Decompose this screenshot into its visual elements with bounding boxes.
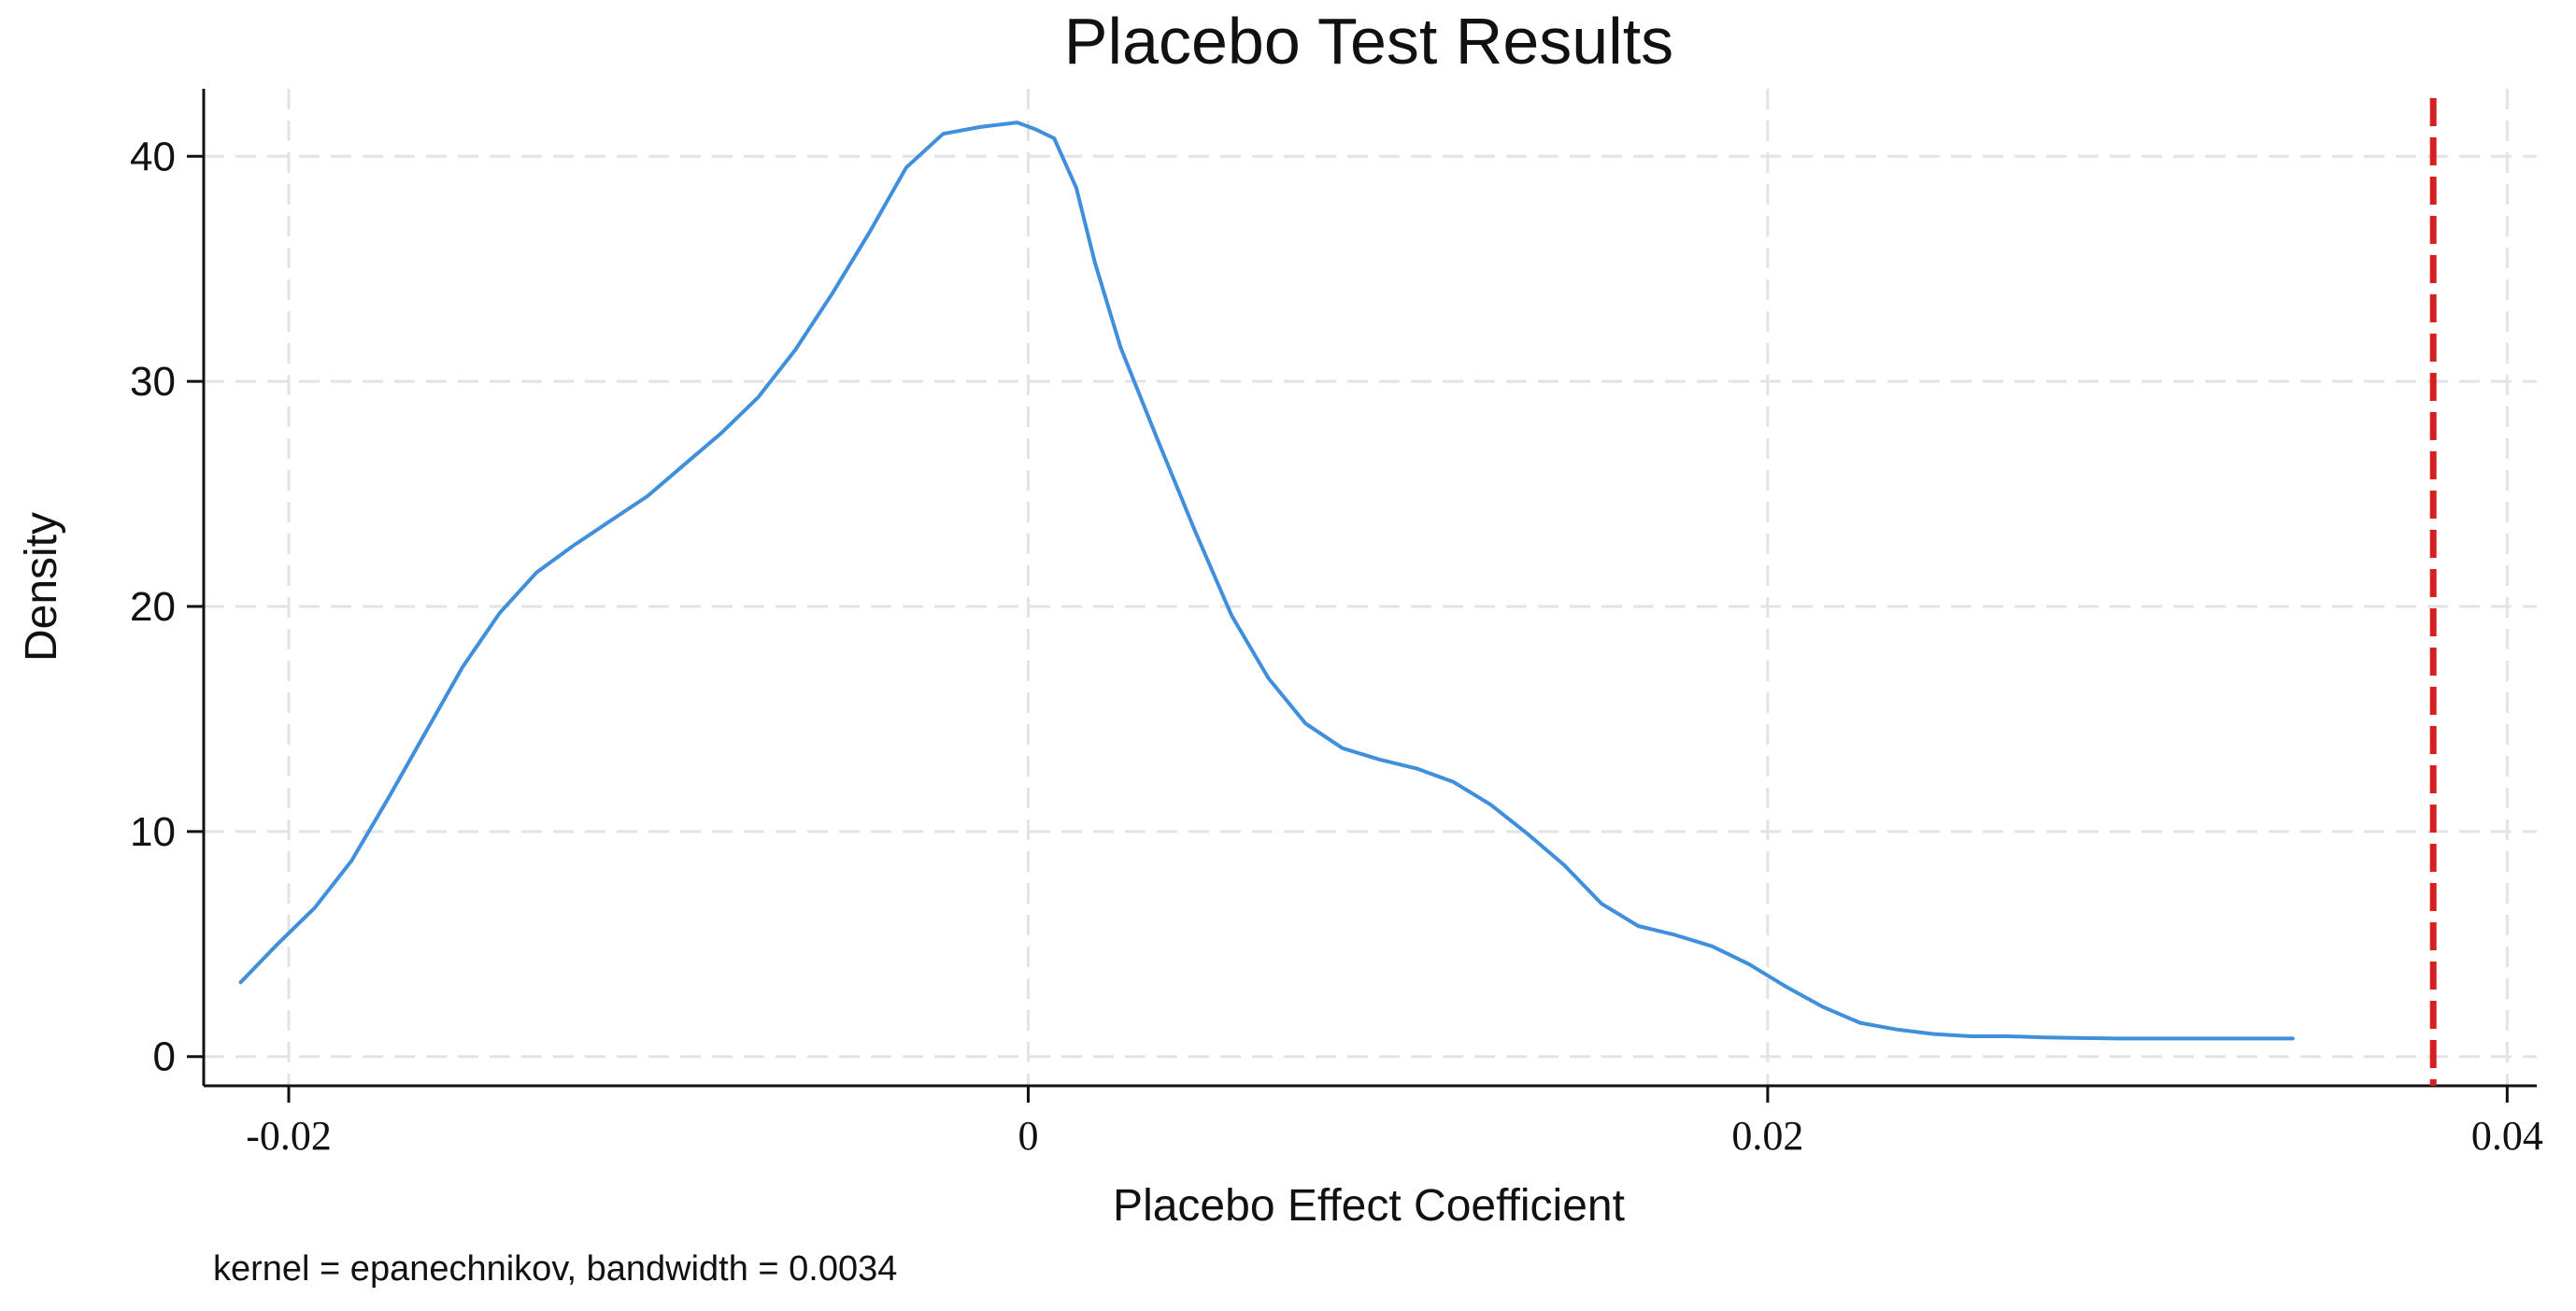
axes: [202, 89, 2537, 1088]
series-layer: [238, 121, 2295, 1041]
axis-ticks: 0 10 20 30 40 -0.02 0 0.02 0.04: [130, 134, 2543, 1159]
chart-title: Placebo Test Results: [1064, 5, 1673, 78]
x-tick-label: 0.02: [1731, 1113, 1803, 1159]
x-tick-label: 0: [1018, 1113, 1038, 1159]
y-tick-label: 10: [130, 809, 176, 855]
density-line: [238, 121, 2295, 1041]
x-axis-title: Placebo Effect Coefficient: [1113, 1181, 1625, 1231]
y-axis-title: Density: [17, 512, 66, 662]
y-tick-label: 40: [130, 134, 176, 179]
kernel-note: kernel = epanechnikov, bandwidth = 0.003…: [213, 1249, 897, 1289]
y-tick-label: 30: [130, 359, 176, 405]
x-tick-label: 0.04: [2471, 1113, 2543, 1159]
y-tick-label: 0: [153, 1034, 176, 1080]
y-tick-label: 20: [130, 584, 176, 630]
x-tick-label: -0.02: [246, 1113, 332, 1159]
grid-lines: [204, 89, 2537, 1086]
